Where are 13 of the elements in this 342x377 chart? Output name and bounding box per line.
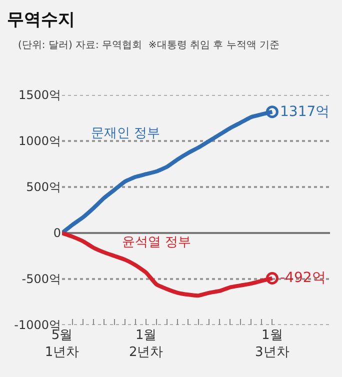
x-tick-label: 1월 3년차 (255, 328, 290, 360)
annotation: 1317억 (280, 104, 330, 120)
y-tick-label: 500억 (26, 180, 61, 194)
y-tick-label: 1500억 (18, 88, 61, 102)
annotation: -492억 (280, 270, 326, 286)
chart-title: 무역수지 (6, 10, 75, 30)
chart-subtitle: (단위: 달러) 자료: 무역협회 ※대통령 취임 후 누적액 기준 (18, 40, 280, 51)
y-tick-label: 0 (53, 226, 61, 240)
series-label: 문재인 정부 (91, 126, 160, 141)
y-tick-label: -500억 (22, 272, 61, 286)
x-tick-label: 1월 2년차 (128, 328, 164, 360)
y-tick-label: 1000억 (18, 134, 61, 148)
series-label: 윤석열 정부 (122, 235, 192, 250)
